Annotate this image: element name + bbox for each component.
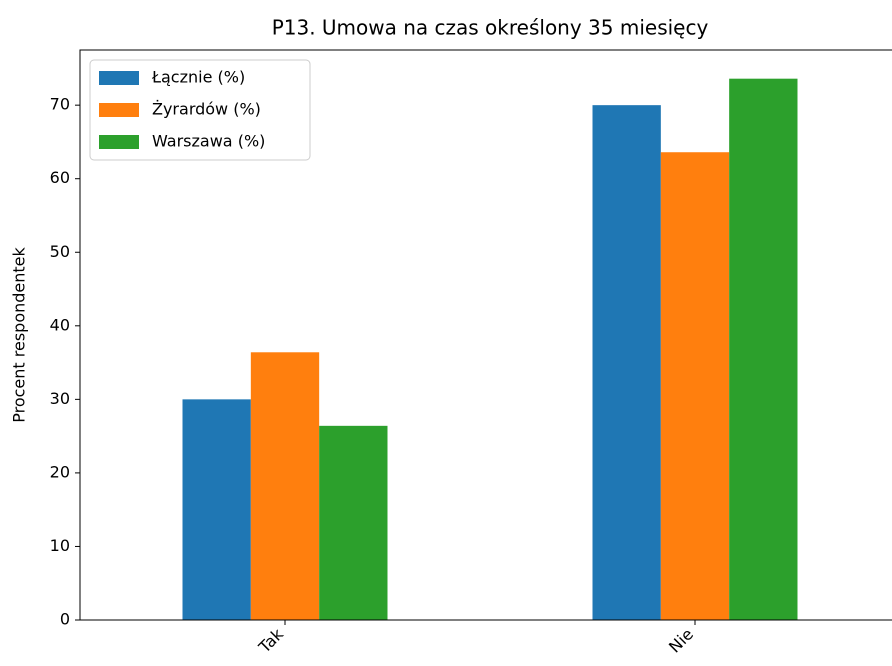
y-axis-label: Procent respondentek bbox=[10, 247, 29, 423]
y-tick-label: 50 bbox=[50, 242, 70, 261]
bar bbox=[592, 105, 661, 620]
legend-label: Żyrardów (%) bbox=[152, 100, 261, 119]
legend-box bbox=[89, 59, 311, 161]
x-tick-label: Nie bbox=[665, 625, 697, 657]
bar bbox=[660, 152, 730, 621]
legend-swatch bbox=[99, 71, 139, 85]
y-tick-label: 10 bbox=[50, 536, 70, 555]
y-tick-label: 70 bbox=[50, 95, 70, 114]
bar bbox=[250, 352, 320, 620]
plot-frame bbox=[79, 49, 892, 621]
y-tick-label: 40 bbox=[50, 315, 70, 334]
y-tick-label: 20 bbox=[50, 462, 70, 481]
chart-title: P13. Umowa na czas określony 35 miesięcy bbox=[272, 16, 709, 40]
bar bbox=[729, 78, 798, 621]
bar bbox=[319, 425, 388, 620]
bar bbox=[182, 399, 251, 620]
legend-label: Łącznie (%) bbox=[151, 68, 245, 87]
y-tick-label: 30 bbox=[50, 389, 70, 408]
x-tick-label: Tak bbox=[254, 624, 287, 657]
legend-label: Warszawa (%) bbox=[152, 132, 265, 151]
y-tick-label: 60 bbox=[50, 168, 70, 187]
y-tick-label: 0 bbox=[60, 610, 70, 629]
legend-swatch bbox=[99, 103, 139, 117]
legend-swatch bbox=[99, 135, 139, 149]
